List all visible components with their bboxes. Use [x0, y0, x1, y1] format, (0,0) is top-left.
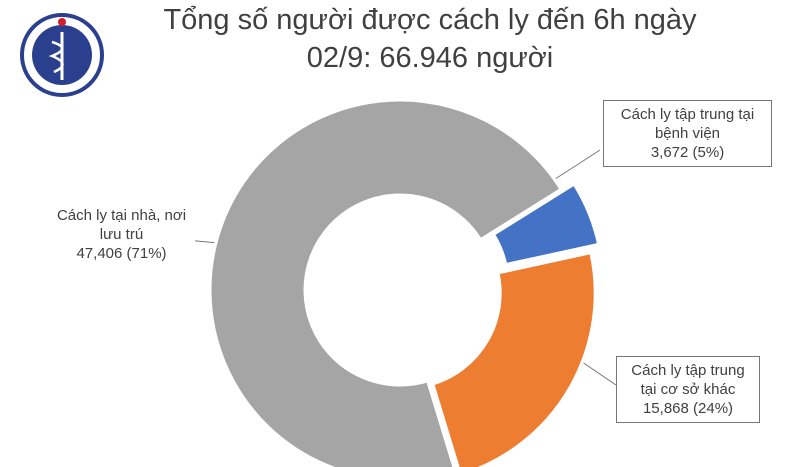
value-label: 3,672 (5%) [650, 144, 725, 161]
donut-slice [430, 250, 597, 467]
category-label: Cách ly tập trung tại cơ sở khác [631, 362, 745, 398]
chart-title: Tổng số người được cách ly đến 6h ngày [163, 4, 697, 36]
category-label: Cách ly tại nhà, nơi lưu trú [56, 207, 187, 243]
value-label: 47,406 (71%) [76, 245, 167, 262]
data-label: Cách ly tại nhà, nơi lưu trú 47,406 (71%) [48, 202, 195, 267]
category-label: Cách ly tập trung tại bệnh viện [620, 106, 755, 142]
data-label: Cách ly tập trung tại bệnh viện 3,672 (5%… [603, 100, 772, 167]
donut-slice [208, 98, 564, 467]
donut-slice [491, 181, 601, 267]
logo [20, 13, 104, 97]
data-label: Cách ly tập trung tại cơ sở khác 15,868 (… [616, 356, 760, 423]
chart-title: 02/9: 66.946 người [306, 42, 554, 74]
value-label: 15,868 (24%) [642, 400, 734, 417]
